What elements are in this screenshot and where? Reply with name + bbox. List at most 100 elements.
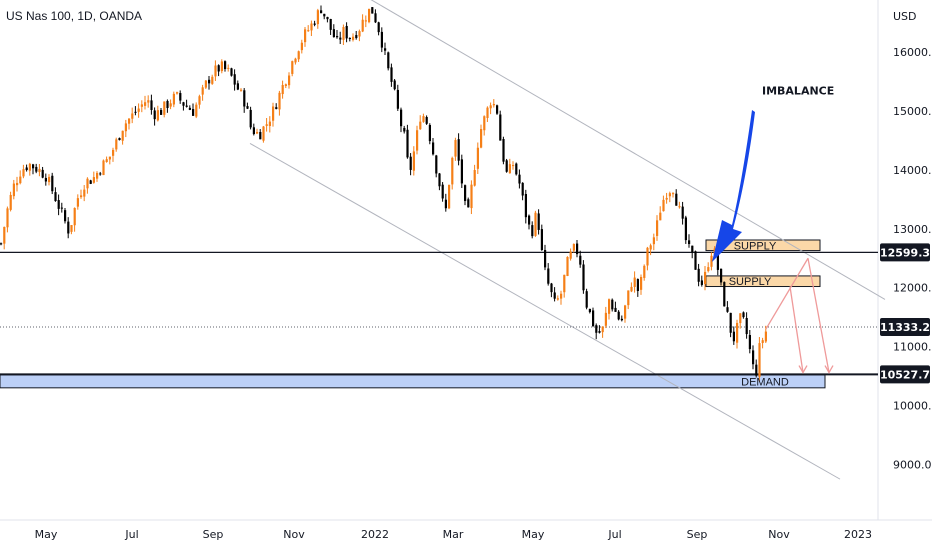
candle-up[interactable] [704, 271, 707, 285]
candle-down[interactable] [425, 116, 428, 124]
candle-up[interactable] [169, 103, 172, 107]
candle-down[interactable] [611, 299, 614, 310]
candle-up[interactable] [560, 293, 563, 299]
candle-down[interactable] [89, 180, 92, 184]
candle-down[interactable] [400, 109, 403, 127]
price-tag-current[interactable] [880, 317, 930, 336]
candle-up[interactable] [214, 65, 217, 77]
candle-down[interactable] [585, 291, 588, 308]
candle-down[interactable] [54, 192, 57, 201]
candle-down[interactable] [502, 139, 505, 162]
candle-up[interactable] [316, 10, 319, 25]
candle-up[interactable] [656, 220, 659, 236]
candle-up[interactable] [115, 139, 118, 150]
candle-down[interactable] [275, 107, 278, 109]
candle-down[interactable] [598, 331, 601, 333]
candle-down[interactable] [588, 308, 591, 313]
candle-down[interactable] [428, 124, 431, 142]
candle-down[interactable] [540, 229, 543, 251]
candle-down[interactable] [345, 25, 348, 39]
candle-up[interactable] [364, 20, 367, 22]
candle-up[interactable] [131, 113, 134, 119]
price-tag-demand[interactable] [880, 365, 930, 384]
candle-down[interactable] [44, 177, 47, 182]
candle-up[interactable] [268, 121, 271, 127]
candle-down[interactable] [387, 52, 390, 69]
candle-up[interactable] [19, 176, 22, 184]
candle-up[interactable] [640, 276, 643, 290]
candle-up[interactable] [3, 226, 6, 244]
candle-up[interactable] [451, 157, 454, 185]
candle-down[interactable] [547, 268, 550, 284]
candle-down[interactable] [355, 35, 358, 39]
candle-down[interactable] [236, 83, 239, 90]
candle-up[interactable] [256, 131, 259, 134]
candle-up[interactable] [16, 182, 19, 186]
candle-down[interactable] [700, 280, 703, 285]
candle-up[interactable] [48, 176, 51, 183]
candle-down[interactable] [217, 65, 220, 72]
candle-down[interactable] [246, 106, 249, 109]
candle-down[interactable] [329, 18, 332, 30]
candle-down[interactable] [723, 282, 726, 307]
candle-up[interactable] [227, 67, 230, 69]
candle-up[interactable] [416, 130, 419, 151]
candle-down[interactable] [553, 292, 556, 299]
candle-down[interactable] [99, 173, 102, 175]
candle-up[interactable] [624, 305, 627, 319]
candle-down[interactable] [499, 114, 502, 141]
candle-up[interactable] [80, 195, 83, 198]
candle-up[interactable] [534, 212, 537, 236]
candle-up[interactable] [204, 80, 207, 88]
demand-zone[interactable] [0, 374, 826, 389]
candle-up[interactable] [105, 159, 108, 163]
candle-up[interactable] [601, 326, 604, 333]
candle-up[interactable] [102, 160, 105, 176]
candle-down[interactable] [505, 160, 508, 172]
candle-down[interactable] [742, 312, 745, 318]
candle-down[interactable] [188, 107, 191, 110]
candle-up[interactable] [112, 149, 115, 156]
candle-up[interactable] [211, 76, 214, 84]
candle-up[interactable] [137, 108, 140, 112]
candle-up[interactable] [566, 257, 569, 276]
candle-down[interactable] [377, 22, 380, 33]
candle-down[interactable] [467, 199, 470, 208]
candle-up[interactable] [284, 84, 287, 86]
candle-up[interactable] [198, 96, 201, 105]
candle-down[interactable] [393, 80, 396, 90]
candle-down[interactable] [726, 307, 729, 312]
candle-down[interactable] [25, 167, 28, 171]
candle-up[interactable] [492, 104, 495, 106]
candle-down[interactable] [681, 206, 684, 219]
candle-down[interactable] [336, 36, 339, 38]
candle-down[interactable] [384, 48, 387, 51]
candle-up[interactable] [659, 212, 662, 221]
candle-down[interactable] [179, 93, 182, 101]
candle-up[interactable] [156, 110, 159, 121]
candle-down[interactable] [432, 142, 435, 155]
candle-down[interactable] [57, 200, 60, 209]
candle-down[interactable] [579, 255, 582, 265]
candle-down[interactable] [694, 251, 697, 270]
candle-up[interactable] [73, 207, 76, 226]
candle-down[interactable] [0, 243, 3, 245]
candle-down[interactable] [390, 67, 393, 82]
candle-up[interactable] [342, 27, 345, 40]
candle-down[interactable] [166, 100, 169, 109]
candle-down[interactable] [249, 109, 252, 128]
channel-lower-line[interactable] [249, 142, 841, 480]
candle-up[interactable] [195, 104, 198, 117]
price-tag-supply[interactable] [880, 243, 930, 262]
candle-up[interactable] [470, 184, 473, 209]
candle-down[interactable] [243, 90, 246, 107]
candle-up[interactable] [288, 75, 291, 86]
candle-up[interactable] [627, 290, 630, 306]
candle-up[interactable] [476, 147, 479, 169]
candle-down[interactable] [496, 105, 499, 114]
candle-down[interactable] [576, 243, 579, 255]
candle-up[interactable] [761, 340, 764, 343]
candle-up[interactable] [176, 92, 179, 94]
candle-down[interactable] [160, 110, 163, 115]
